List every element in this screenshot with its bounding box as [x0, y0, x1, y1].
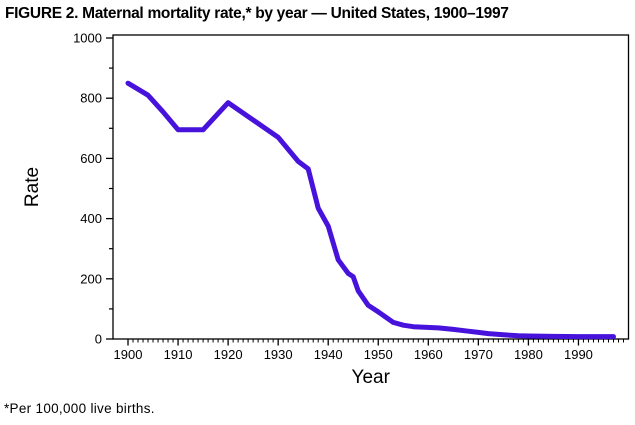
data-series-line	[125, 80, 616, 340]
y-tick-label: 400	[80, 211, 102, 226]
x-tick-label: 1960	[414, 347, 443, 362]
y-tick-label: 1000	[73, 31, 102, 46]
x-tick-label: 1940	[314, 347, 343, 362]
y-tick-label: 0	[95, 332, 102, 347]
x-tick-label: 1980	[514, 347, 543, 362]
footnote: *Per 100,000 live births.	[4, 401, 155, 416]
x-tick-label: 1910	[164, 347, 193, 362]
y-tick-label: 200	[80, 271, 102, 286]
x-tick-label: 1920	[214, 347, 243, 362]
x-tick-label: 1990	[564, 347, 593, 362]
x-axis-title: Year	[352, 367, 391, 388]
figure-title: FIGURE 2. Maternal mortality rate,* by y…	[5, 5, 509, 22]
y-axis-title: Rate	[22, 167, 43, 207]
plot-frame	[112, 34, 630, 340]
x-tick-label: 1930	[264, 347, 293, 362]
x-tick-label: 1950	[364, 347, 393, 362]
x-tick-label: 1970	[464, 347, 493, 362]
y-tick-label: 800	[80, 91, 102, 106]
y-tick-label: 600	[80, 151, 102, 166]
x-tick-label: 1900	[114, 347, 143, 362]
